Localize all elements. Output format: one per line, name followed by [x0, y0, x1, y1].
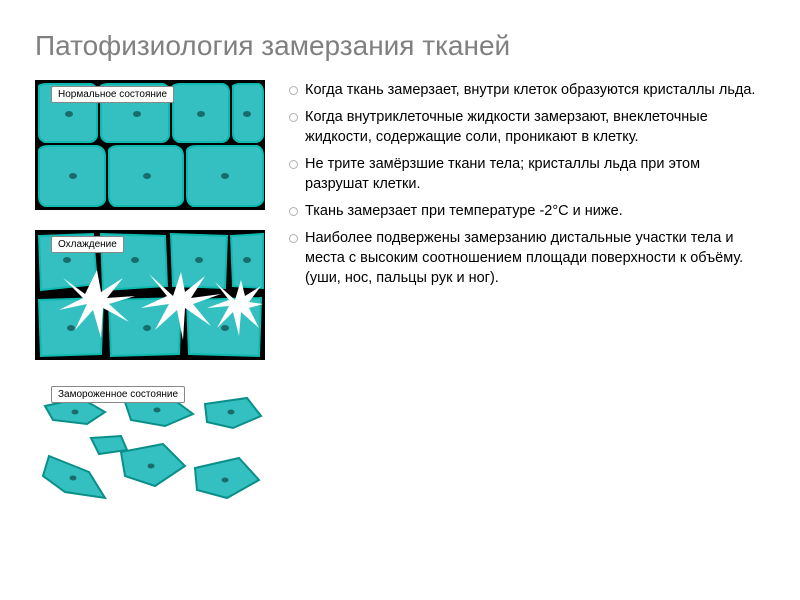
bullet-item: Наиболее подвержены замерзанию дистальны…	[287, 228, 765, 288]
bullet-item-warning: Не трите замёрзшие ткани тела; кристаллы…	[287, 154, 765, 194]
diagram-column: Нормальное состояние	[35, 80, 265, 510]
content-row: Нормальное состояние	[35, 80, 765, 510]
panel-normal-label: Нормальное состояние	[51, 86, 174, 103]
bullet-item: Ткань замерзает при температуре -2°С и н…	[287, 201, 765, 221]
bullet-item: Когда ткань замерзает, внутри клеток обр…	[287, 80, 765, 100]
panel-cooling-label: Охлаждение	[51, 236, 124, 253]
panel-normal: Нормальное состояние	[35, 80, 265, 210]
slide: Патофизиология замерзания тканей Нормаль…	[0, 0, 800, 600]
bullet-list: Когда ткань замерзает, внутри клеток обр…	[287, 80, 765, 288]
bullet-item: Когда внутриклеточные жидкости замерзают…	[287, 107, 765, 147]
slide-title: Патофизиология замерзания тканей	[35, 30, 765, 62]
panel-cooling: Охлаждение	[35, 230, 265, 360]
panel-frozen-label: Замороженное состояние	[51, 386, 185, 403]
text-column: Когда ткань замерзает, внутри клеток обр…	[287, 80, 765, 510]
panel-frozen: Замороженное состояние	[35, 380, 265, 510]
